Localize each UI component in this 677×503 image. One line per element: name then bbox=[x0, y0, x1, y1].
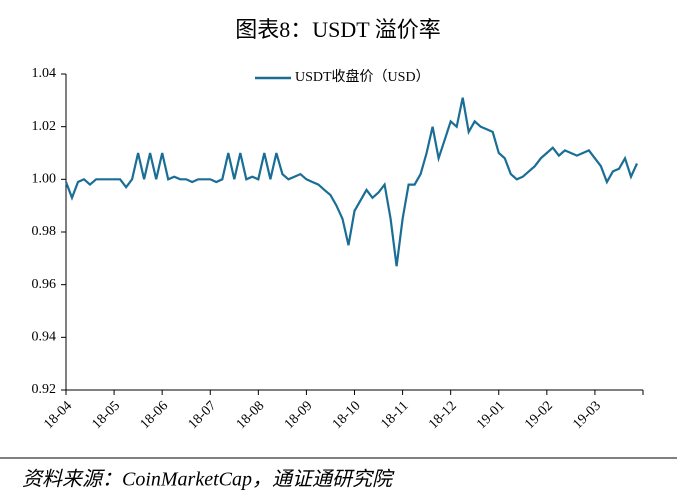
y-tick-label: 1.04 bbox=[32, 66, 57, 81]
y-tick-label: 1.00 bbox=[32, 172, 57, 187]
line bbox=[64, 97, 639, 267]
x-tick-label: 18-07 bbox=[186, 398, 220, 432]
y-tick-label: 0.94 bbox=[32, 330, 57, 345]
y-tick-label: 0.96 bbox=[32, 277, 57, 292]
legend-label: USDT收盘价（USD） bbox=[295, 68, 430, 85]
x-tick-label: 19-03 bbox=[570, 398, 604, 432]
chart-title: 图表8：USDT 溢价率 bbox=[235, 17, 441, 42]
y-tick-label: 1.02 bbox=[32, 119, 57, 134]
x-tick-label: 19-02 bbox=[522, 398, 556, 432]
x-tick-label: 18-04 bbox=[41, 398, 75, 432]
x-tick-label: 18-05 bbox=[89, 398, 123, 432]
y-tick-label: 0.98 bbox=[32, 224, 57, 239]
x-tick-label: 18-11 bbox=[378, 398, 411, 431]
x-tick-label: 18-06 bbox=[138, 398, 172, 432]
x-tick-label: 19-01 bbox=[474, 398, 508, 432]
x-tick-label: 18-09 bbox=[282, 398, 316, 432]
source: 资料来源：CoinMarketCap，通证通研究院 bbox=[22, 469, 395, 491]
x-tick-label: 18-12 bbox=[426, 398, 460, 432]
x-tick-label: 18-08 bbox=[234, 398, 268, 432]
y-tick-label: 0.92 bbox=[32, 382, 57, 397]
x-tick-label: 18-10 bbox=[330, 398, 364, 432]
